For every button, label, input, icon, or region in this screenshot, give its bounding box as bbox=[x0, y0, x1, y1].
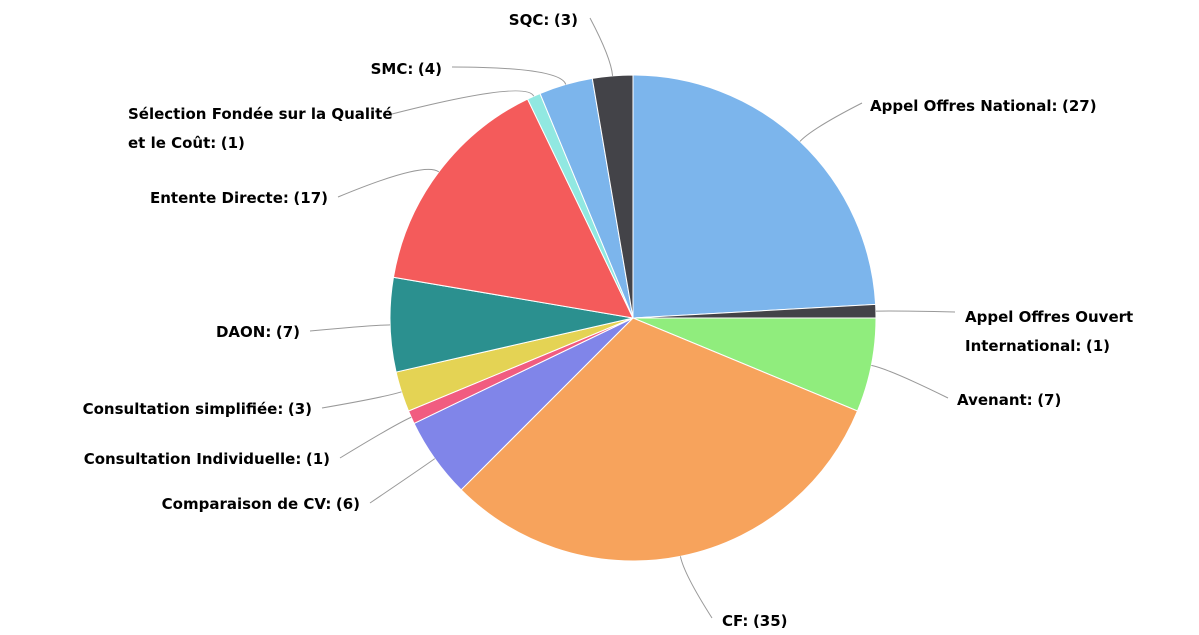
leader-line bbox=[391, 90, 535, 115]
label-name: Sélection Fondée sur la Qualité et le Co… bbox=[128, 105, 393, 152]
label-value: (4) bbox=[417, 60, 442, 78]
leader-line bbox=[321, 391, 402, 409]
label-name: Avenant: bbox=[957, 391, 1033, 409]
data-label: SQC: (3) bbox=[509, 6, 578, 35]
data-label: Avenant: (7) bbox=[957, 386, 1061, 415]
leader-line bbox=[339, 416, 412, 459]
label-value: (6) bbox=[335, 495, 360, 513]
label-value: (3) bbox=[553, 11, 578, 29]
leader-line bbox=[875, 310, 956, 313]
data-label: CF: (35) bbox=[722, 607, 788, 635]
leader-line bbox=[369, 458, 436, 504]
leader-line bbox=[309, 324, 391, 332]
data-label: Consultation Individuelle: (1) bbox=[84, 445, 330, 474]
data-label: DAON: (7) bbox=[216, 318, 300, 347]
data-label: Appel Offres National: (27) bbox=[870, 92, 1097, 121]
label-value: (27) bbox=[1061, 97, 1097, 115]
leader-line bbox=[799, 102, 863, 142]
data-label: Sélection Fondée sur la Qualité et le Co… bbox=[128, 100, 393, 158]
label-name: Comparaison de CV: bbox=[161, 495, 332, 513]
leader-line bbox=[871, 364, 949, 399]
label-name: Consultation Individuelle: bbox=[83, 450, 302, 468]
label-name: DAON: bbox=[215, 323, 272, 341]
leader-line bbox=[451, 66, 567, 85]
data-label: Entente Directe: (17) bbox=[150, 184, 328, 213]
data-label: Comparaison de CV: (6) bbox=[162, 490, 360, 519]
label-value: (1) bbox=[305, 450, 330, 468]
leader-line bbox=[337, 168, 440, 198]
label-name: Consultation simplifiée: bbox=[82, 400, 284, 418]
label-value: (1) bbox=[220, 134, 245, 152]
pie-slice bbox=[632, 74, 877, 319]
label-value: (7) bbox=[275, 323, 300, 341]
label-value: (17) bbox=[293, 189, 328, 207]
pie-slice bbox=[460, 317, 859, 562]
label-name: Appel Offres Ouvert International: bbox=[965, 308, 1134, 355]
label-name: SMC: bbox=[370, 60, 414, 78]
label-value: (3) bbox=[287, 400, 312, 418]
leader-line bbox=[589, 17, 614, 76]
data-label: Consultation simplifiée: (3) bbox=[83, 395, 312, 424]
label-value: (1) bbox=[1085, 337, 1111, 355]
label-name: Appel Offres National: bbox=[870, 97, 1058, 115]
data-label: SMC: (4) bbox=[371, 55, 442, 84]
label-value: (35) bbox=[752, 612, 788, 630]
label-name: SQC: bbox=[508, 11, 550, 29]
data-label: Appel Offres Ouvert International: (1) bbox=[965, 303, 1195, 361]
label-value: (7) bbox=[1037, 391, 1062, 409]
label-name: Entente Directe: bbox=[149, 189, 289, 207]
label-name: CF: bbox=[722, 612, 749, 630]
leader-line bbox=[679, 556, 713, 619]
